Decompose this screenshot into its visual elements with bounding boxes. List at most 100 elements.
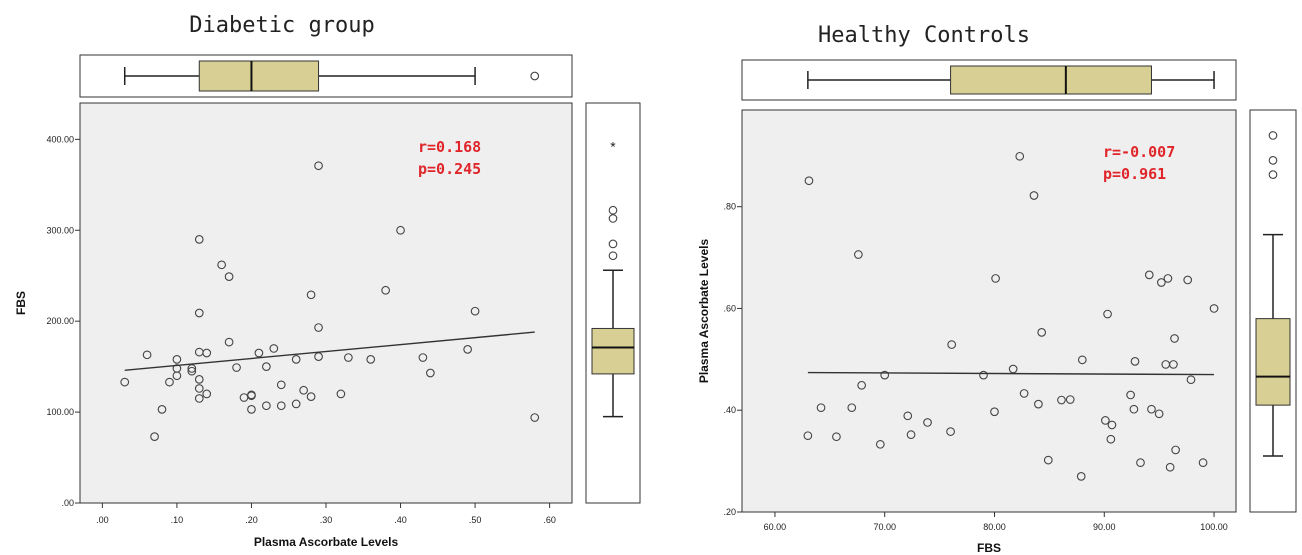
data-point — [262, 362, 271, 371]
data-point — [269, 344, 279, 353]
data-point — [1183, 275, 1193, 285]
data-point — [1157, 278, 1166, 287]
x-axis-label: FBS — [977, 541, 1001, 555]
y-tick-label: .60 — [723, 303, 736, 313]
data-point — [946, 427, 955, 436]
diabetic-group-panel: Diabetic group * .00 .10 .20 .30 .40 .50 .60 .… — [14, 13, 641, 549]
data-point — [396, 225, 405, 235]
data-point — [254, 348, 264, 358]
data-point — [1144, 270, 1154, 280]
data-point — [157, 405, 167, 414]
data-point — [314, 161, 323, 171]
data-point — [1165, 462, 1175, 472]
data-point — [299, 385, 308, 395]
data-point — [202, 389, 212, 399]
x-tick-label: .50 — [469, 515, 482, 525]
data-point — [120, 377, 130, 387]
correlation-p-label: p=0.245 — [418, 160, 481, 178]
y-tick-label: 100.00 — [46, 407, 74, 417]
y-axis-label: Plasma Ascorbate Levels — [697, 239, 711, 384]
data-point — [1029, 191, 1039, 200]
data-point — [1136, 458, 1145, 467]
x-boxplot — [807, 65, 1215, 95]
x-tick-label: 80.00 — [983, 522, 1006, 532]
data-point — [803, 431, 813, 441]
data-point — [418, 353, 428, 362]
y-boxplot — [1255, 131, 1291, 457]
x-tick-label: 70.00 — [873, 522, 896, 532]
data-point — [1186, 375, 1196, 385]
x-tick-label: 90.00 — [1093, 522, 1116, 532]
data-point — [172, 364, 182, 373]
x-tick-label: 60.00 — [764, 522, 787, 532]
y-tick-label: 300.00 — [46, 225, 74, 235]
data-point — [276, 380, 286, 390]
data-point — [1076, 472, 1086, 481]
data-point — [1008, 364, 1018, 374]
fit-line — [124, 331, 535, 371]
data-point — [165, 377, 174, 387]
data-point — [990, 407, 999, 417]
data-point — [470, 306, 480, 316]
data-point — [832, 432, 841, 442]
data-point — [224, 337, 234, 347]
data-point — [202, 348, 212, 358]
data-point — [1019, 389, 1029, 398]
data-point — [247, 390, 256, 400]
y-axis-ticks: .00 100.00 200.00 300.00 400.00 — [46, 134, 80, 508]
data-point — [1209, 304, 1219, 313]
data-point — [1107, 420, 1117, 430]
x-tick-label: .20 — [245, 515, 258, 525]
y-tick-label: .00 — [61, 498, 74, 508]
data-point — [276, 401, 286, 411]
x-boxplot — [123, 60, 540, 92]
data-point — [875, 439, 885, 449]
correlation-r-label: r=-0.007 — [1103, 143, 1175, 161]
data-point — [194, 235, 204, 244]
correlation-r-label: r=0.168 — [418, 138, 481, 156]
outlier-point — [608, 239, 618, 249]
x-tick-label: .00 — [96, 515, 109, 525]
healthy-controls-title: Healthy Controls — [818, 23, 1030, 48]
data-point — [847, 403, 857, 413]
data-point — [194, 384, 204, 393]
x-axis-label: Plasma Ascorbate Levels — [254, 535, 399, 549]
data-point — [1106, 434, 1116, 444]
data-point — [194, 308, 204, 318]
y-tick-label: 400.00 — [46, 134, 74, 144]
data-point — [217, 260, 226, 270]
data-point — [1154, 409, 1164, 419]
diabetic-group-title: Diabetic group — [189, 13, 374, 38]
extreme-marker: * — [610, 139, 616, 155]
iqr-box — [950, 65, 1152, 95]
y-tick-label: .80 — [723, 202, 736, 212]
data-point — [150, 432, 159, 441]
data-point — [804, 176, 814, 186]
iqr-box — [198, 60, 320, 92]
data-point — [1171, 445, 1180, 455]
data-point — [1103, 309, 1112, 319]
data-points — [120, 161, 540, 441]
data-point — [1043, 455, 1053, 465]
x-tick-label: .30 — [320, 515, 333, 525]
data-point — [1130, 357, 1140, 366]
y-boxplot: * — [591, 139, 635, 418]
data-point — [903, 411, 913, 421]
x-axis-ticks: .00 .10 .20 .30 .40 .50 .60 — [96, 503, 556, 525]
data-point — [1057, 395, 1066, 405]
data-point — [1065, 395, 1075, 404]
x-tick-label: .10 — [171, 515, 184, 525]
y-tick-label: 200.00 — [46, 316, 74, 326]
data-point — [923, 418, 932, 427]
data-point — [306, 290, 316, 300]
data-point — [344, 353, 353, 362]
data-point — [1169, 360, 1178, 369]
iqr-box — [1255, 318, 1291, 406]
y-tick-label: .40 — [723, 405, 736, 415]
data-point — [1101, 416, 1110, 425]
healthy-controls-panel: Healthy Controls 60.00 70.00 80.00 90.00 100… — [697, 23, 1297, 555]
data-point — [947, 340, 957, 349]
data-point — [172, 355, 182, 364]
outlier-point — [608, 251, 618, 261]
